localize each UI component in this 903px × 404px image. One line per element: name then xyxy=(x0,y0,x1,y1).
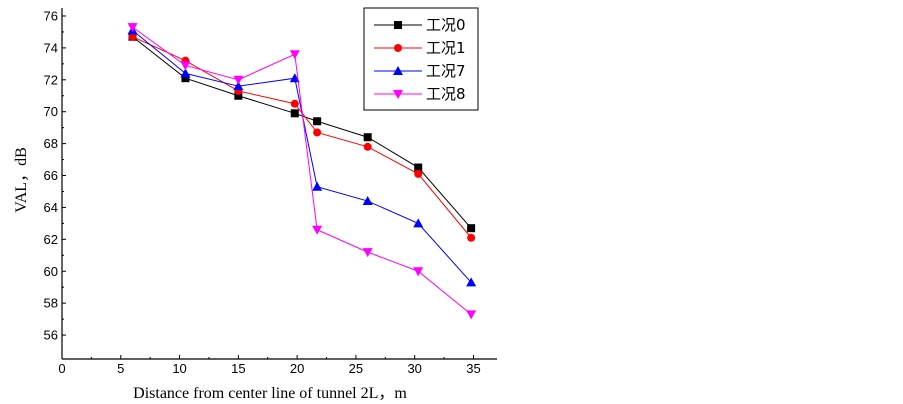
data-point xyxy=(290,109,299,118)
data-point xyxy=(413,218,424,228)
data-point xyxy=(362,196,373,206)
data-point xyxy=(313,128,322,137)
series-3 xyxy=(127,23,477,320)
x-tick-label: 5 xyxy=(117,361,124,376)
y-tick-label: 58 xyxy=(44,296,58,311)
y-tick-label: 66 xyxy=(44,168,58,183)
y-tick-label: 70 xyxy=(44,104,58,119)
legend-marker xyxy=(394,44,402,52)
data-point xyxy=(290,99,299,108)
data-point xyxy=(466,310,477,320)
data-point xyxy=(414,163,423,172)
y-tick-label: 62 xyxy=(44,232,58,247)
data-point xyxy=(467,233,476,242)
legend-marker xyxy=(393,66,403,75)
data-point xyxy=(414,169,423,178)
data-point xyxy=(466,277,477,287)
series-line-3 xyxy=(132,26,472,315)
legend: 工况0 工况1 工况7 工况8 xyxy=(363,7,479,111)
legend-marker xyxy=(393,90,403,99)
y-tick-label: 64 xyxy=(44,200,58,215)
data-point xyxy=(233,81,244,91)
legend-item: 工况0 xyxy=(374,16,466,34)
data-point xyxy=(180,68,191,78)
y-tick-label: 56 xyxy=(44,328,58,343)
data-point xyxy=(181,74,190,83)
data-point xyxy=(312,225,323,235)
y-axis-title: VAL，dB xyxy=(13,147,30,213)
x-tick-label: 20 xyxy=(290,361,304,376)
x-tick-label: 0 xyxy=(58,361,65,376)
x-axis-title: Distance from center line of tunnel 2L，m xyxy=(133,385,407,402)
data-point xyxy=(233,75,244,85)
data-point xyxy=(128,32,137,41)
legend-label: 工况7 xyxy=(426,62,466,80)
axes: 0 5 10 15 20 25 30 35 56 58 60 62 64 66 68 70 72 74 76 xyxy=(44,8,497,376)
x-tick-label: 35 xyxy=(466,361,480,376)
x-tick-label: 25 xyxy=(349,361,363,376)
series-line-2 xyxy=(132,29,472,283)
data-point xyxy=(234,91,243,100)
data-point xyxy=(313,117,322,126)
data-point xyxy=(289,50,300,60)
legend-label: 工况0 xyxy=(426,16,466,34)
data-point xyxy=(363,133,372,142)
data-point xyxy=(289,73,300,83)
x-tick-label: 15 xyxy=(231,361,245,376)
y-tick-label: 72 xyxy=(44,72,58,87)
x-tick-label: 30 xyxy=(407,361,421,376)
series-line-1 xyxy=(132,36,472,239)
data-point xyxy=(467,224,476,233)
y-tick-label: 76 xyxy=(44,8,58,23)
data-point xyxy=(413,267,424,277)
data-point xyxy=(180,61,191,71)
legend-label: 工况1 xyxy=(426,39,466,57)
data-point xyxy=(363,142,372,151)
data-point xyxy=(362,248,373,258)
legend-label: 工况8 xyxy=(426,85,466,103)
y-tick-label: 68 xyxy=(44,136,58,151)
x-tick-label: 10 xyxy=(172,361,186,376)
legend-item: 工况8 xyxy=(374,85,466,103)
y-tick-label: 74 xyxy=(44,40,58,55)
legend-item: 工况1 xyxy=(374,39,466,57)
data-point xyxy=(127,23,138,33)
legend-item: 工况7 xyxy=(374,62,466,80)
y-tick-label: 60 xyxy=(44,264,58,279)
series-2 xyxy=(127,25,477,287)
data-point xyxy=(312,181,323,191)
legend-marker xyxy=(394,21,402,29)
series-layer xyxy=(127,23,477,320)
